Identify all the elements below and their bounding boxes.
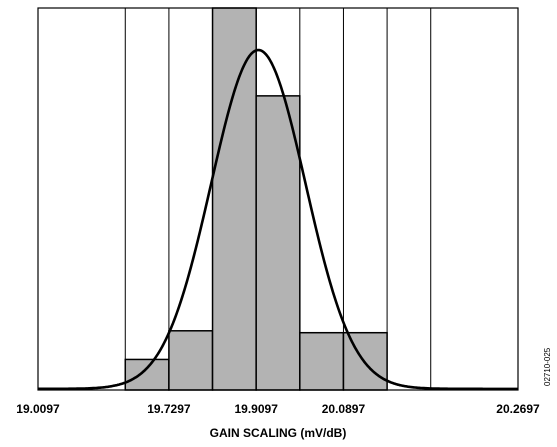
figure-id: 02710-025 (543, 347, 552, 386)
bar-2 (211, 7, 257, 391)
x-axis-label: GAIN SCALING (mV/dB) (210, 426, 347, 440)
bar-4 (299, 331, 345, 391)
curve-layer (37, 48, 519, 391)
x-tick-labels: 19.0097 19.7297 19.9097 20.0897 20.2697 (16, 402, 540, 416)
bar-3 (255, 95, 301, 391)
bar-1 (168, 330, 214, 391)
plot-frame (37, 7, 519, 391)
x-tick-label-3: 20.0897 (322, 402, 366, 416)
x-tick-label-2: 19.9097 (234, 402, 278, 416)
bar-0 (124, 358, 170, 391)
fit-curve (37, 48, 519, 391)
x-tick-label-0: 19.0097 (16, 402, 60, 416)
x-tick-label-1: 19.7297 (147, 402, 191, 416)
x-tick-label-4: 20.2697 (496, 402, 540, 416)
